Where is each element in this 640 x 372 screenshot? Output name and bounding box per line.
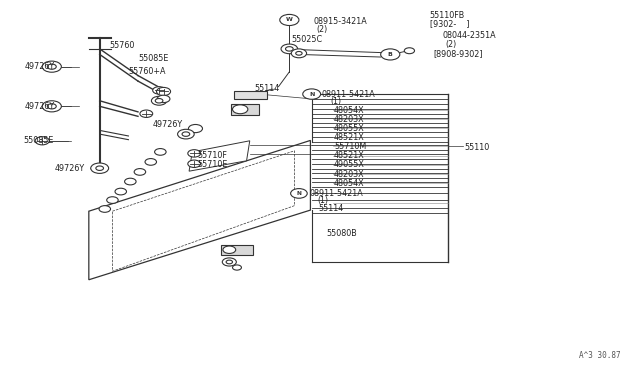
Circle shape (188, 160, 200, 167)
Text: 55080B: 55080B (326, 228, 357, 238)
Circle shape (91, 163, 109, 173)
Text: 48054X: 48054X (334, 106, 365, 115)
Text: 55710M: 55710M (334, 142, 366, 151)
Circle shape (125, 178, 136, 185)
Text: B: B (388, 52, 393, 57)
Text: 08044-2351A: 08044-2351A (443, 31, 496, 40)
Circle shape (152, 96, 167, 105)
Circle shape (99, 206, 111, 212)
Text: 55025C: 55025C (291, 35, 323, 44)
Text: 48203X: 48203X (334, 115, 365, 124)
Circle shape (280, 15, 299, 26)
Bar (230, 104, 259, 115)
Text: 48054X: 48054X (334, 179, 365, 188)
Text: (2): (2) (316, 25, 328, 34)
Circle shape (177, 129, 194, 139)
Circle shape (281, 44, 298, 54)
Circle shape (115, 188, 127, 195)
Text: N: N (296, 191, 301, 196)
Circle shape (285, 46, 293, 51)
Text: 48203X: 48203X (334, 170, 365, 179)
Bar (234, 91, 267, 99)
Text: 55114: 55114 (318, 205, 343, 214)
Circle shape (182, 132, 189, 137)
Circle shape (42, 101, 61, 112)
Circle shape (222, 258, 236, 266)
Text: [8908-9302]: [8908-9302] (434, 49, 483, 58)
Text: 48521X: 48521X (334, 151, 365, 160)
Text: 55710F: 55710F (197, 151, 227, 160)
Circle shape (107, 197, 118, 203)
Circle shape (232, 105, 248, 114)
Circle shape (134, 169, 146, 175)
Text: 49055X: 49055X (334, 160, 365, 169)
Circle shape (188, 150, 200, 157)
Text: [9302-    ]: [9302- ] (430, 20, 469, 29)
Circle shape (188, 125, 202, 133)
Circle shape (381, 49, 400, 60)
Text: 55710E: 55710E (197, 160, 228, 169)
Circle shape (155, 148, 166, 155)
Text: 55760+A: 55760+A (129, 67, 166, 76)
Circle shape (291, 189, 307, 198)
Text: 49726Y: 49726Y (25, 102, 55, 111)
Text: A^3 30.87: A^3 30.87 (579, 351, 620, 360)
Text: 08911-5421A: 08911-5421A (322, 90, 376, 99)
Text: 55085E: 55085E (23, 136, 53, 145)
Circle shape (96, 166, 104, 170)
Text: (2): (2) (445, 40, 456, 49)
Circle shape (156, 99, 163, 103)
Circle shape (140, 110, 153, 118)
Text: 08915-3421A: 08915-3421A (314, 17, 367, 26)
Circle shape (153, 87, 166, 94)
Text: 49726Y: 49726Y (55, 164, 85, 173)
Text: 55110FB: 55110FB (430, 11, 465, 20)
Text: 55114: 55114 (255, 84, 280, 93)
Circle shape (42, 61, 61, 72)
Circle shape (226, 260, 232, 264)
Text: 49726Y: 49726Y (25, 62, 55, 71)
Text: (1): (1) (331, 97, 342, 106)
Text: 55110: 55110 (465, 142, 490, 151)
Circle shape (303, 89, 321, 99)
Circle shape (35, 137, 49, 145)
Circle shape (291, 49, 307, 58)
Text: N: N (309, 92, 314, 97)
Text: W: W (286, 17, 292, 22)
Text: 49726Y: 49726Y (153, 121, 183, 129)
Text: 55760: 55760 (109, 41, 134, 51)
Circle shape (232, 265, 241, 270)
Circle shape (47, 64, 56, 69)
Circle shape (157, 95, 170, 103)
Polygon shape (89, 140, 310, 280)
Text: 08911-5421A: 08911-5421A (309, 189, 363, 198)
Circle shape (47, 104, 56, 109)
Circle shape (157, 87, 171, 96)
Text: 48521X: 48521X (334, 133, 365, 142)
Circle shape (296, 51, 302, 55)
Text: (1): (1) (317, 196, 328, 205)
Polygon shape (189, 141, 250, 171)
Circle shape (223, 246, 236, 253)
Circle shape (404, 48, 415, 54)
Text: 48055X: 48055X (334, 124, 365, 133)
Bar (221, 245, 253, 254)
Circle shape (145, 158, 157, 165)
Text: 55085E: 55085E (138, 54, 168, 63)
